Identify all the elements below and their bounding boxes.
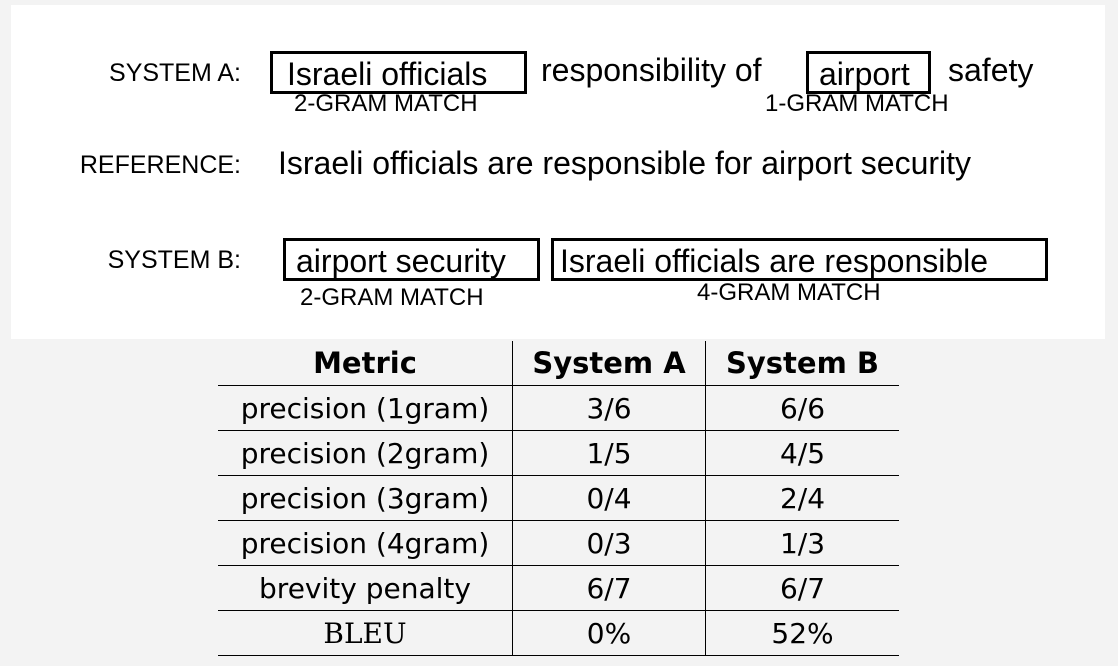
table-row: brevity penalty 6/7 6/7 — [218, 565, 899, 611]
system-b-cell: 6/6 — [705, 385, 899, 431]
system-a-cell: 0% — [512, 610, 706, 656]
system-b-cell: 52% — [705, 610, 899, 656]
system-b-label: SYSTEM B: — [107, 246, 241, 274]
system-a-unigram-box: airport — [806, 51, 931, 94]
system-a-match-2: 1-GRAM MATCH — [765, 90, 949, 117]
system-b-cell: 6/7 — [705, 565, 899, 611]
bleu-metrics-table: Metric System A System B precision (1gra… — [218, 341, 899, 656]
system-b-bigram-box: airport security — [283, 238, 540, 281]
system-b-cell: 1/3 — [705, 520, 899, 566]
system-b-match-1: 2-GRAM MATCH — [300, 284, 484, 311]
system-a-cell: 0/3 — [512, 520, 706, 566]
header-metric: Metric — [218, 341, 513, 386]
system-b-cell: 4/5 — [705, 430, 899, 476]
table-row: BLEU 0% 52% — [218, 610, 899, 656]
table-row: precision (2gram) 1/5 4/5 — [218, 430, 899, 476]
table-row: precision (3gram) 0/4 2/4 — [218, 475, 899, 521]
system-b-cell: 2/4 — [705, 475, 899, 521]
metric-cell: precision (4gram) — [218, 520, 513, 566]
system-b-fourgram-box: Israeli officials are responsible — [551, 238, 1048, 281]
metric-cell: precision (2gram) — [218, 430, 513, 476]
system-a-cell: 0/4 — [512, 475, 706, 521]
system-a-cell: 1/5 — [512, 430, 706, 476]
system-a-cell: 3/6 — [512, 385, 706, 431]
system-a-text-1: responsibility of — [541, 52, 762, 88]
system-a-bigram-box: Israeli officials — [270, 51, 527, 94]
table-row: precision (1gram) 3/6 6/6 — [218, 385, 899, 431]
system-a-match-1: 2-GRAM MATCH — [294, 90, 478, 117]
system-a-label: SYSTEM A: — [109, 59, 241, 87]
reference-label: REFERENCE: — [79, 151, 241, 179]
system-a-text-2: safety — [948, 52, 1034, 88]
metric-cell: precision (1gram) — [218, 385, 513, 431]
system-b-match-2: 4-GRAM MATCH — [697, 279, 881, 306]
metric-cell: precision (3gram) — [218, 475, 513, 521]
table-row: precision (4gram) 0/3 1/3 — [218, 520, 899, 566]
table-header-row: Metric System A System B — [218, 341, 899, 386]
metric-cell: brevity penalty — [218, 565, 513, 611]
header-system-a: System A — [512, 341, 706, 386]
system-a-cell: 6/7 — [512, 565, 706, 611]
metric-cell-bleu: BLEU — [218, 610, 513, 656]
reference-text: Israeli officials are responsible for ai… — [278, 145, 972, 181]
header-system-b: System B — [705, 341, 899, 386]
bleu-diagram-panel: SYSTEM A: Israeli officials responsibili… — [11, 5, 1105, 339]
